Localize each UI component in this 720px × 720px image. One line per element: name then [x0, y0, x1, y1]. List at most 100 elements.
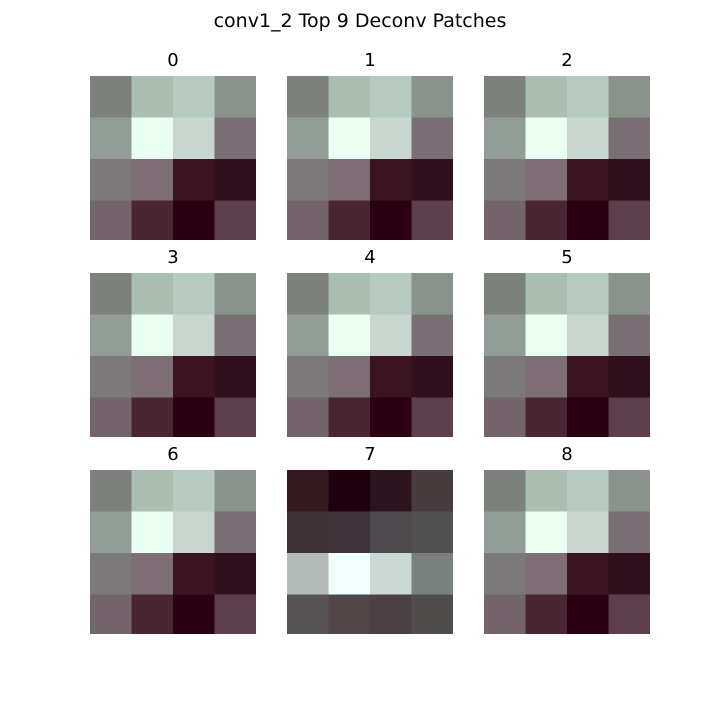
- patch-pixel: [173, 76, 216, 119]
- patch-pixel: [525, 314, 568, 357]
- patch-pixel: [90, 117, 133, 160]
- patch-pixel: [90, 356, 133, 399]
- patch-pixel: [411, 470, 453, 513]
- patch-pixel: [214, 553, 256, 596]
- patch-pixel: [567, 314, 610, 357]
- patch-pixel: [370, 76, 413, 119]
- patch-pixel: [411, 273, 453, 316]
- patch-pixel: [173, 397, 216, 437]
- patch-pixel: [328, 314, 371, 357]
- patch-image: [90, 273, 256, 437]
- patch-pixel: [90, 594, 133, 634]
- patch-panel: 5: [484, 247, 650, 437]
- patch-pixel: [328, 594, 371, 634]
- patch-image: [287, 470, 453, 634]
- patch-pixel: [608, 553, 650, 596]
- patch-pixel: [131, 159, 174, 202]
- patch-pixel: [608, 356, 650, 399]
- patch-pixel: [328, 553, 371, 596]
- patch-pixel: [525, 356, 568, 399]
- patch-pixel: [131, 397, 174, 437]
- patch-pixel: [567, 470, 610, 513]
- patch-pixel: [567, 356, 610, 399]
- patch-pixel: [90, 511, 133, 554]
- patch-pixel: [214, 470, 256, 513]
- patch-pixel: [525, 200, 568, 240]
- patch-pixel: [131, 273, 174, 316]
- patch-pixel: [484, 553, 527, 596]
- panel-title: 8: [561, 444, 573, 465]
- patch-pixel: [525, 553, 568, 596]
- patch-pixel: [90, 273, 133, 316]
- patch-pixel: [411, 594, 453, 634]
- patch-pixel: [328, 356, 371, 399]
- patch-pixel: [287, 76, 330, 119]
- patch-pixel: [370, 511, 413, 554]
- patch-pixel: [90, 159, 133, 202]
- patch-pixel: [370, 397, 413, 437]
- patch-pixel: [567, 273, 610, 316]
- patch-pixel: [131, 200, 174, 240]
- patch-pixel: [567, 76, 610, 119]
- patch-pixel: [328, 273, 371, 316]
- patch-pixel: [328, 470, 371, 513]
- panel-title: 0: [167, 50, 179, 71]
- patch-pixel: [90, 470, 133, 513]
- patch-pixel: [131, 356, 174, 399]
- patch-pixel: [287, 397, 330, 437]
- patch-pixel: [525, 117, 568, 160]
- patch-pixel: [131, 117, 174, 160]
- patch-pixel: [525, 397, 568, 437]
- patch-pixel: [173, 553, 216, 596]
- patch-panel: 8: [484, 444, 650, 634]
- patch-image: [287, 76, 453, 240]
- patch-pixel: [484, 200, 527, 240]
- patch-pixel: [287, 470, 330, 513]
- patch-pixel: [131, 594, 174, 634]
- patch-pixel: [173, 314, 216, 357]
- patch-panel: 6: [90, 444, 256, 634]
- patch-pixel: [411, 76, 453, 119]
- patch-pixel: [214, 314, 256, 357]
- patch-image: [484, 273, 650, 437]
- patch-image: [484, 470, 650, 634]
- patch-pixel: [370, 470, 413, 513]
- patch-pixel: [214, 594, 256, 634]
- patch-pixel: [214, 76, 256, 119]
- patch-panel: 2: [484, 50, 650, 240]
- patch-pixel: [214, 117, 256, 160]
- patch-pixel: [411, 553, 453, 596]
- patch-pixel: [173, 356, 216, 399]
- patch-pixel: [608, 594, 650, 634]
- patch-panel: 0: [90, 50, 256, 240]
- patch-pixel: [411, 511, 453, 554]
- patch-pixel: [173, 511, 216, 554]
- patch-pixel: [608, 117, 650, 160]
- patch-pixel: [328, 117, 371, 160]
- patch-pixel: [90, 397, 133, 437]
- patch-pixel: [90, 76, 133, 119]
- patch-panel: 1: [287, 50, 453, 240]
- patch-pixel: [567, 200, 610, 240]
- patch-pixel: [173, 470, 216, 513]
- patch-image: [484, 76, 650, 240]
- patch-pixel: [484, 594, 527, 634]
- patch-panel: 4: [287, 247, 453, 437]
- patch-pixel: [525, 159, 568, 202]
- patch-pixel: [370, 200, 413, 240]
- panel-title: 7: [364, 444, 376, 465]
- patch-pixel: [525, 76, 568, 119]
- patch-pixel: [411, 117, 453, 160]
- patch-pixel: [214, 356, 256, 399]
- patch-pixel: [328, 511, 371, 554]
- patch-pixel: [411, 314, 453, 357]
- patch-pixel: [287, 511, 330, 554]
- patch-pixel: [287, 553, 330, 596]
- patch-pixel: [608, 397, 650, 437]
- figure-title: conv1_2 Top 9 Deconv Patches: [213, 10, 507, 32]
- patch-pixel: [525, 273, 568, 316]
- patch-pixel: [484, 159, 527, 202]
- patch-pixel: [173, 159, 216, 202]
- panel-title: 2: [561, 50, 573, 71]
- panel-title: 5: [561, 247, 573, 268]
